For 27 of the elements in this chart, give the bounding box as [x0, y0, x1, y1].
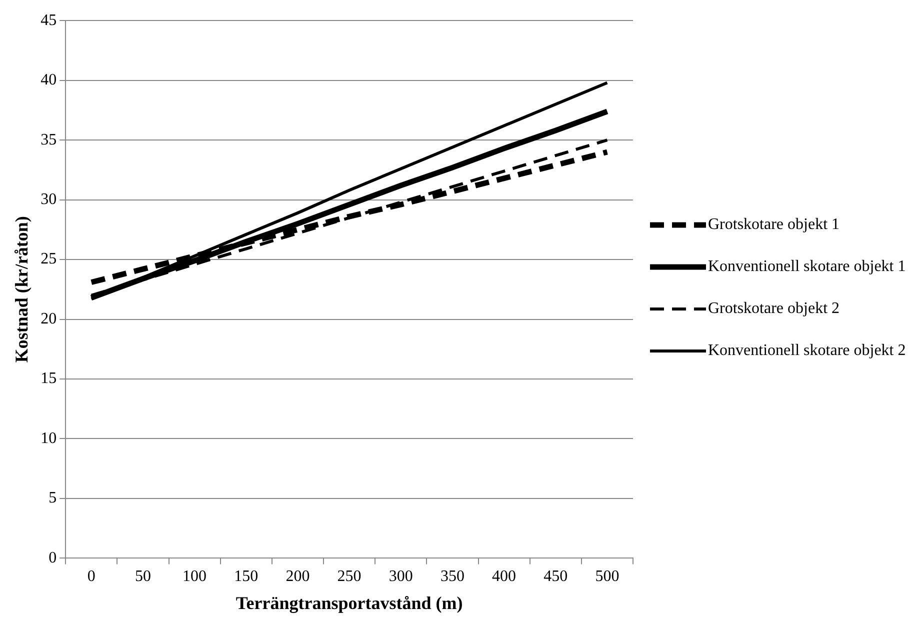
y-tick-label: 0: [48, 549, 57, 566]
x-tick-label: 300: [388, 568, 413, 586]
y-tick-label: 25: [40, 250, 57, 268]
x-tick-label: 150: [234, 568, 258, 586]
y-tick-label: 45: [40, 12, 57, 29]
x-tick-label: 100: [182, 568, 207, 586]
x-tick-label: 500: [595, 568, 620, 586]
x-tick-label: 0: [87, 568, 96, 586]
legend-label: Grotskotare objekt 1: [708, 215, 840, 235]
legend-label: Konventionell skotare objekt 1: [708, 257, 906, 277]
x-tick-label: 450: [544, 568, 568, 586]
y-tick-label: 15: [40, 370, 57, 388]
legend-label: Konventionell skotare objekt 2: [708, 341, 906, 361]
y-axis-title: Kostnad (kr/råton): [11, 216, 32, 363]
x-axis-title: Terrängtransportavstånd (m): [236, 592, 463, 613]
x-tick-label: 400: [492, 568, 516, 586]
x-tick-label: 50: [134, 568, 151, 586]
x-tick-label: 350: [440, 568, 464, 586]
y-tick-label: 40: [40, 72, 57, 89]
y-tick-label: 20: [40, 310, 57, 328]
y-tick-label: 30: [40, 191, 57, 208]
x-tick-label: 250: [337, 568, 362, 586]
x-tick-label: 200: [286, 568, 310, 586]
y-tick-label: 10: [40, 430, 57, 447]
legend-label: Grotskotare objekt 2: [708, 299, 840, 319]
y-tick-label: 5: [48, 490, 57, 507]
y-tick-label: 35: [40, 131, 57, 148]
